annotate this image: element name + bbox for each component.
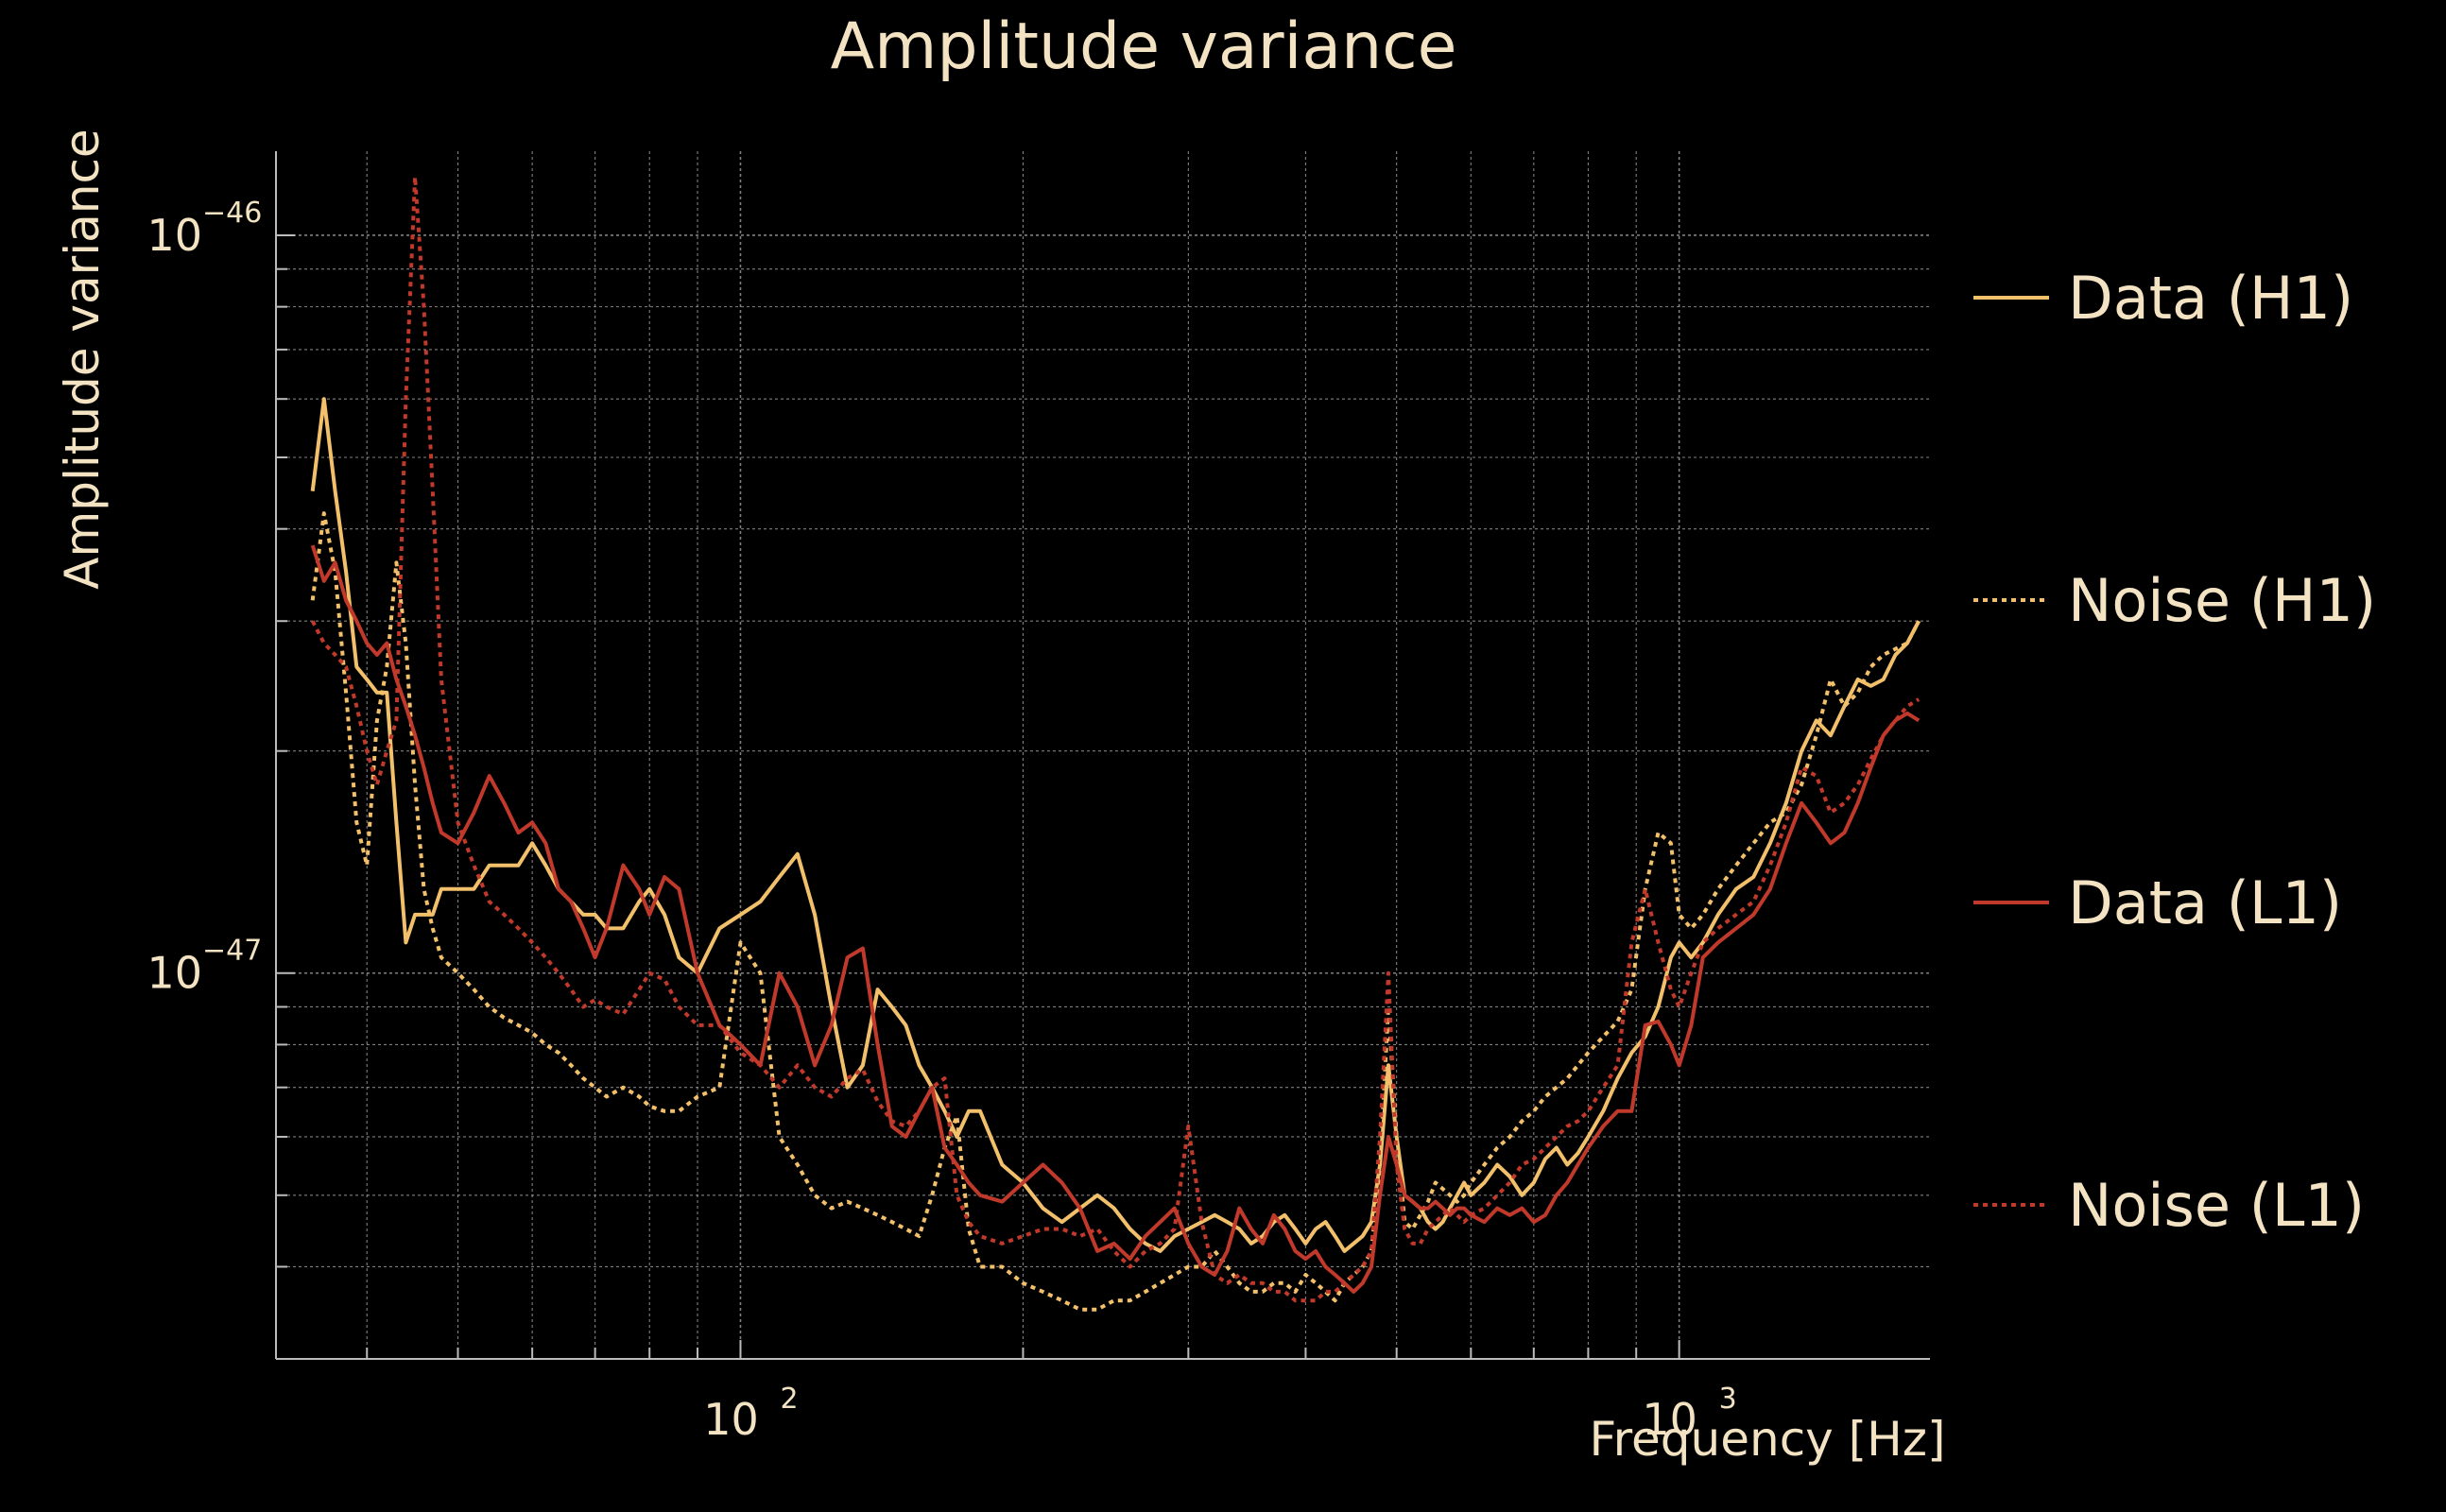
y-tick-label-exponent: −47 — [202, 935, 262, 968]
series-line-3 — [310, 544, 1921, 1294]
legend: Data (H1) Noise (H1) Data (L1) Noise (L1) — [1973, 264, 2376, 1240]
y-tick-label: 10 — [146, 948, 202, 999]
series-layer — [310, 175, 1921, 1312]
x-tick-label: 10 — [1642, 1394, 1697, 1445]
y-tick-label-exponent: −46 — [202, 197, 262, 230]
x-tick-label-exponent: 3 — [1719, 1383, 1737, 1416]
series-line-2 — [310, 511, 1921, 1312]
legend-label: Data (H1) — [2068, 264, 2353, 333]
x-tick-label: 10 — [703, 1394, 759, 1445]
legend-label: Noise (H1) — [2068, 566, 2376, 635]
y-tick-label: 10 — [146, 210, 202, 261]
x-axis-label: Frequency [Hz] — [1589, 1412, 1945, 1467]
grid — [276, 151, 1930, 1360]
chart-title: Amplitude variance — [831, 9, 1457, 84]
series-line-4 — [310, 175, 1921, 1303]
x-tick-label-exponent: 2 — [780, 1383, 798, 1416]
legend-label: Data (L1) — [2068, 868, 2342, 937]
y-axis-label: Amplitude variance — [55, 129, 110, 589]
legend-label: Noise (L1) — [2068, 1171, 2365, 1240]
